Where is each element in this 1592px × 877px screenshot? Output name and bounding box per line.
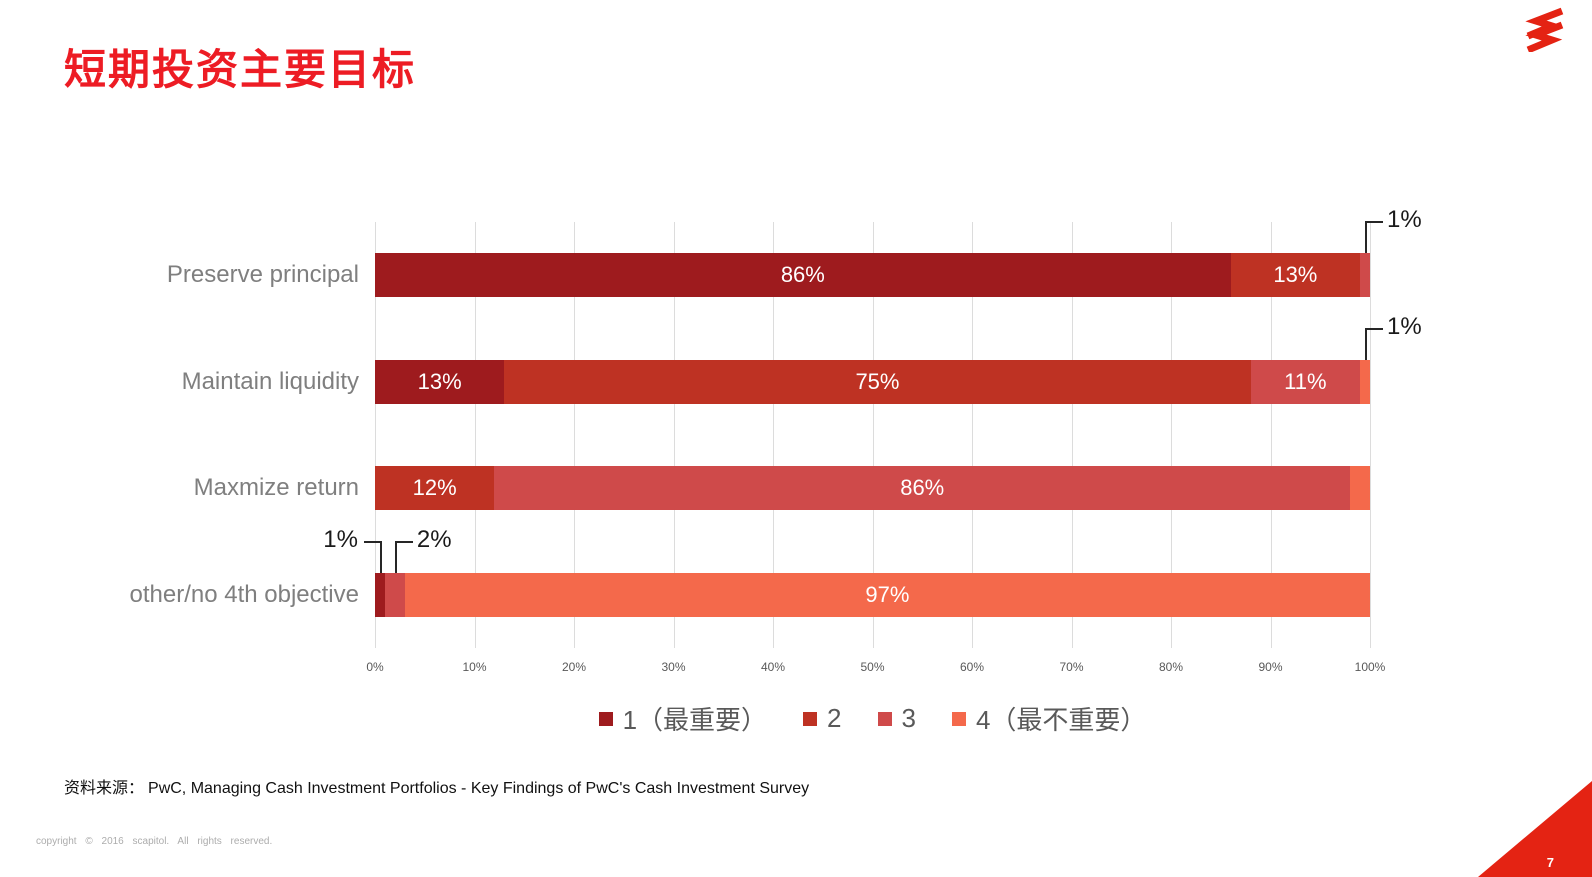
callout-line [1365,221,1384,254]
bar-value-label: 97% [865,581,910,607]
callout-label: 1% [1387,312,1422,340]
bar-row: 12% 86% [375,466,1370,511]
bar-value-label: 13% [1273,262,1318,288]
gridline [872,222,874,648]
legend-swatch [951,711,966,726]
x-axis-tick-label: 10% [462,660,487,674]
gridline [375,222,376,648]
bar-segment: 86% [375,253,1231,298]
legend-label: 2 [827,703,842,733]
legend-swatch [598,711,613,726]
callout-label: 1% [1387,206,1422,234]
callout-line [394,540,413,573]
gridline [474,222,476,648]
bar-segment: 13% [1230,253,1361,298]
copyright-footer: copyright © 2016 scapitol. All rights re… [36,836,273,847]
legend-swatch [877,711,892,726]
x-axis-tick-label: 30% [661,660,686,674]
legend-item: 2 [803,703,842,734]
callout-line [363,540,382,573]
x-axis-tick-label: 60% [959,660,985,674]
bar-segment [384,572,405,617]
page-number: 7 [1546,855,1554,870]
corner-triangle [1478,781,1592,877]
legend-label: 1（最重要） [622,705,768,735]
bar-segment: 75% [504,359,1251,404]
source-text: PwC, Managing Cash Investment Portfolios… [148,780,810,797]
bar-segment [1360,253,1370,298]
legend-item: 4（最不重要） [951,700,1147,737]
gridline [673,222,675,648]
bar-segment: 11% [1250,359,1361,404]
bar-segment [1350,466,1370,511]
bar-segment: 86% [494,466,1351,511]
gridline [972,222,973,648]
gridline [1071,222,1073,648]
gridline [574,222,575,648]
gridline [773,222,774,648]
bar-row: 97% [375,572,1370,617]
chart-plot-area: 0% 10% 20% 30% 40% 50% 60% 70% 80% 90% 100% Preserv… [130,207,1422,674]
chart-legend: 1（最重要） 2 3 4（最不重要） [375,700,1370,737]
bar-value-label: 11% [1284,368,1327,394]
x-axis-tick-label: 20% [561,660,587,674]
legend-item: 1（最重要） [598,700,768,737]
bar-value-label: 13% [417,368,462,394]
gridline [1270,222,1272,648]
bar-row: 13% 75% 11% [375,359,1370,404]
bar-value-label: 75% [855,368,900,394]
bar-value-label: 86% [900,475,945,501]
page-title: 短期投资主要目标 [64,46,417,93]
legend-label: 4（最不重要） [975,705,1147,735]
source-label: 资料来源： [64,780,145,797]
category-label: other/no 4th objective [129,580,360,608]
callout-line [1365,327,1384,360]
legend-label: 3 [901,703,916,733]
bar-segment [375,572,385,617]
gridline [1171,222,1172,648]
bar-segment [1360,359,1370,404]
bar-segment: 12% [375,466,495,511]
category-label: Preserve principal [166,261,359,289]
bar-value-label: 12% [412,475,457,501]
x-axis-tick-label: 80% [1158,660,1184,674]
bar-segment: 97% [404,572,1370,617]
legend-item: 3 [877,703,916,734]
bar-segment: 13% [375,359,505,404]
callout-label: 2% [416,525,452,553]
category-label: Maintain liquidity [181,367,359,395]
bar-row: 86% 13% [375,253,1370,298]
x-axis-tick-label: 70% [1059,660,1084,674]
x-axis-tick-label: 90% [1258,660,1283,674]
x-axis-tick-label: 40% [760,660,786,674]
category-label: Maxmize return [193,474,359,502]
source-note: 资料来源： PwC, Managing Cash Investment Portf… [64,774,809,798]
x-axis-tick-label: 50% [860,660,885,674]
x-axis-tick-label: 100% [1354,660,1386,674]
legend-swatch [803,711,818,726]
callout-label: 1% [323,525,358,553]
gridline [1370,222,1371,648]
logo-icon [1525,7,1564,52]
bar-value-label: 86% [780,262,825,288]
x-axis-tick-label: 0% [366,660,384,674]
